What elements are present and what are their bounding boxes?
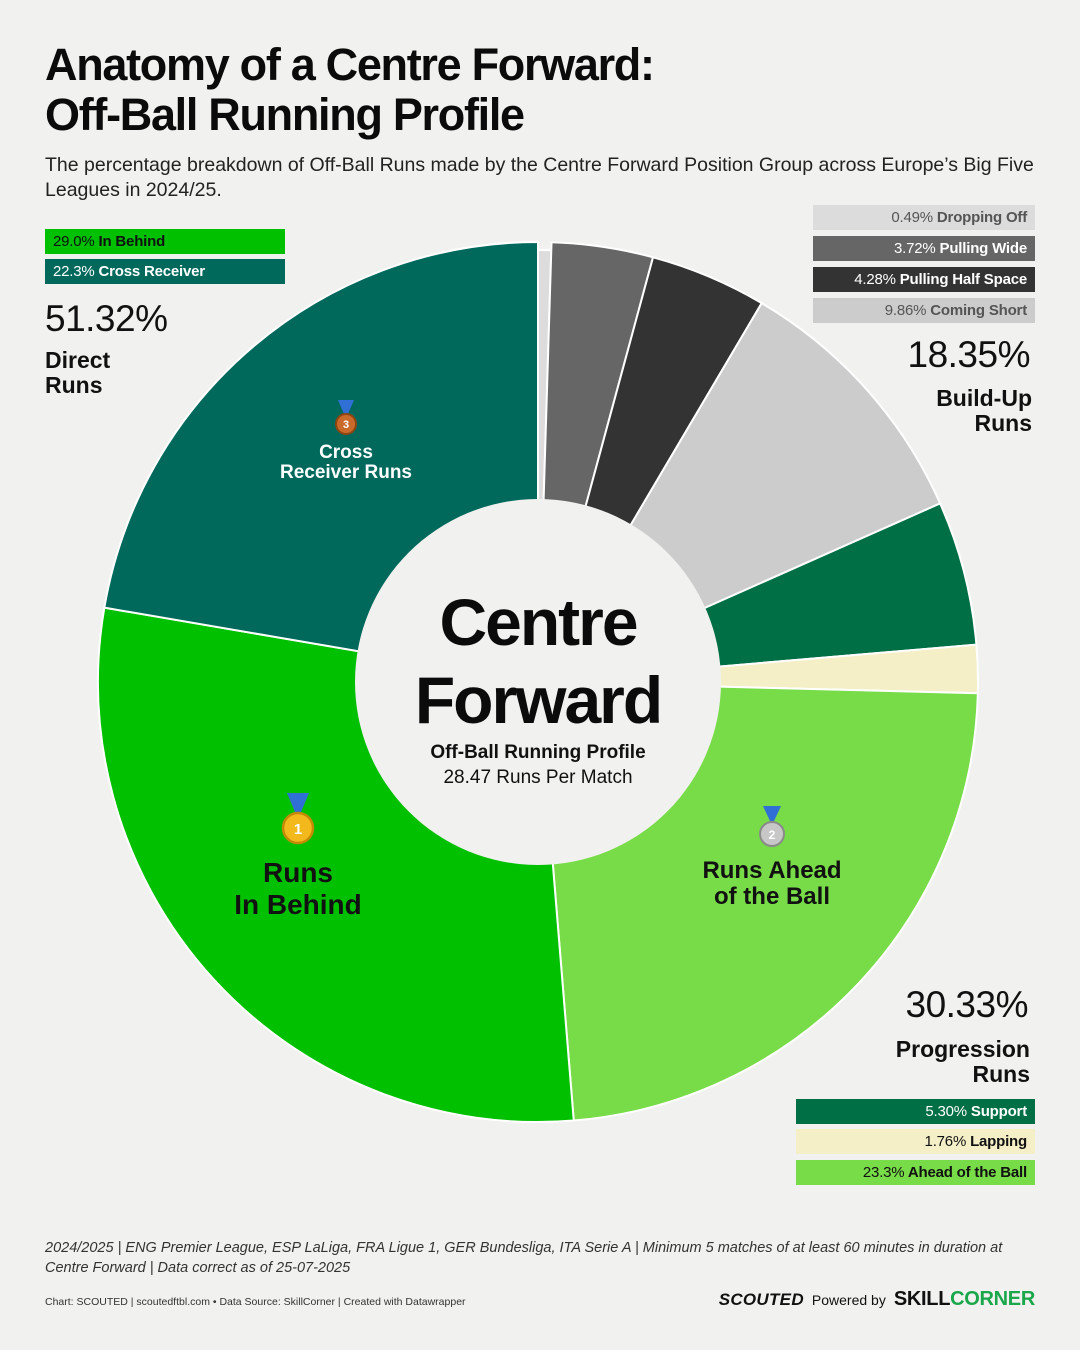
center-runs-per-match: 28.47 Runs Per Match — [443, 767, 632, 788]
legend-dropping-off: 0.49% Dropping Off — [813, 205, 1035, 230]
legend-lapping-pct: 1.76% — [924, 1133, 967, 1150]
legend-ahead-of-the-ball: 23.3% Ahead of the Ball — [796, 1160, 1035, 1185]
progression-runs-label-line-2: Runs — [972, 1061, 1031, 1087]
build-up-runs-pct: 18.35% — [907, 334, 1031, 375]
legend-dropping-off-name: Dropping Off — [936, 209, 1027, 226]
bronze-medal-number: 3 — [343, 419, 349, 431]
title-line-1: Anatomy of a Centre Forward: — [45, 39, 655, 90]
legend-in-behind: 29.0% In Behind — [45, 229, 285, 254]
footer-note: 2024/2025 | ENG Premier League, ESP LaLi… — [45, 1240, 1003, 1276]
legend-support-pct: 5.30% — [925, 1103, 967, 1120]
direct-runs-label-line-2: Runs — [45, 372, 103, 398]
skillcorner-logo-skill: SKILL — [893, 1288, 951, 1310]
progression-runs-label: Progression Runs — [896, 1037, 1030, 1087]
footer-credits: Chart: SCOUTED | scoutedftbl.com • Data … — [45, 1296, 466, 1308]
scouted-logo: SCOUTED — [718, 1289, 804, 1309]
legend-cross-receiver: 22.3% Cross Receiver — [45, 259, 285, 284]
legend-in-behind-pct: 29.0% — [53, 233, 95, 250]
legend-pulling-half-space-name: Pulling Half Space — [899, 271, 1027, 288]
legend-support: 5.30% Support — [796, 1099, 1035, 1124]
legend-ahead-of-the-ball-name: Ahead of the Ball — [907, 1164, 1027, 1181]
cross-receiver-label-line-2: Receiver Runs — [280, 462, 412, 483]
legend-support-name: Support — [970, 1103, 1027, 1120]
legend-pulling-wide-name: Pulling Wide — [939, 240, 1028, 257]
title-line-2: Off-Ball Running Profile — [45, 89, 525, 140]
in-behind-label-line-1: Runs — [263, 857, 333, 888]
skillcorner-logo-corner: CORNER — [950, 1288, 1035, 1310]
legend-coming-short-pct: 9.86% — [884, 302, 927, 319]
skillcorner-logo: SKILLCORNER — [894, 1288, 1035, 1311]
gold-medal-icon: 1 — [281, 793, 315, 845]
gold-medal-number: 1 — [294, 821, 302, 838]
chart-title: Anatomy of a Centre Forward: Off-Ball Ru… — [45, 40, 1045, 140]
direct-runs-label: Direct Runs — [45, 348, 110, 398]
silver-medal-icon: 2 — [759, 806, 785, 847]
legend-in-behind-name: In Behind — [98, 233, 166, 250]
legend-ahead-of-the-ball-pct: 23.3% — [862, 1164, 905, 1181]
center-title-line-2: Forward — [415, 663, 661, 737]
center-subtitle: Off-Ball Running Profile — [430, 742, 645, 763]
build-up-runs-label: Build-Up Runs — [936, 386, 1032, 436]
legend-coming-short: 9.86% Coming Short — [813, 298, 1035, 323]
direct-runs-pct: 51.32% — [45, 298, 168, 339]
direct-runs-label-line-1: Direct — [45, 347, 111, 373]
build-up-runs-label-line-2: Runs — [974, 410, 1033, 436]
legend-cross-receiver-name: Cross Receiver — [98, 263, 206, 280]
legend-pulling-wide: 3.72% Pulling Wide — [813, 236, 1035, 261]
bronze-medal-icon: 3 — [335, 400, 357, 435]
legend-pulling-wide-pct: 3.72% — [894, 240, 936, 257]
powered-by-text: Powered by — [811, 1291, 886, 1308]
legend-cross-receiver-pct: 22.3% — [53, 263, 95, 280]
silver-medal-number: 2 — [769, 828, 776, 842]
brand-logos: SCOUTED Powered by SKILLCORNER — [718, 1288, 1036, 1311]
legend-lapping: 1.76% Lapping — [796, 1129, 1035, 1154]
progression-runs-label-line-1: Progression — [895, 1036, 1030, 1062]
legend-lapping-name: Lapping — [970, 1133, 1027, 1150]
legend-pulling-half-space-pct: 4.28% — [854, 271, 896, 288]
donut-hole — [355, 499, 721, 865]
build-up-runs-label-line-1: Build-Up — [936, 385, 1032, 411]
center-title-line-1: Centre — [439, 585, 636, 659]
legend-coming-short-name: Coming Short — [930, 302, 1027, 319]
chart-subtitle: The percentage breakdown of Off-Ball Run… — [45, 154, 1034, 201]
cross-receiver-label-line-1: Cross — [319, 442, 373, 463]
progression-runs-pct: 30.33% — [905, 984, 1029, 1025]
ahead-ball-label-line-2: of the Ball — [714, 883, 830, 910]
legend-dropping-off-pct: 0.49% — [891, 209, 933, 226]
ahead-ball-label-line-1: Runs Ahead — [702, 857, 841, 884]
in-behind-label-line-2: In Behind — [234, 889, 362, 920]
legend-pulling-half-space: 4.28% Pulling Half Space — [813, 267, 1035, 292]
